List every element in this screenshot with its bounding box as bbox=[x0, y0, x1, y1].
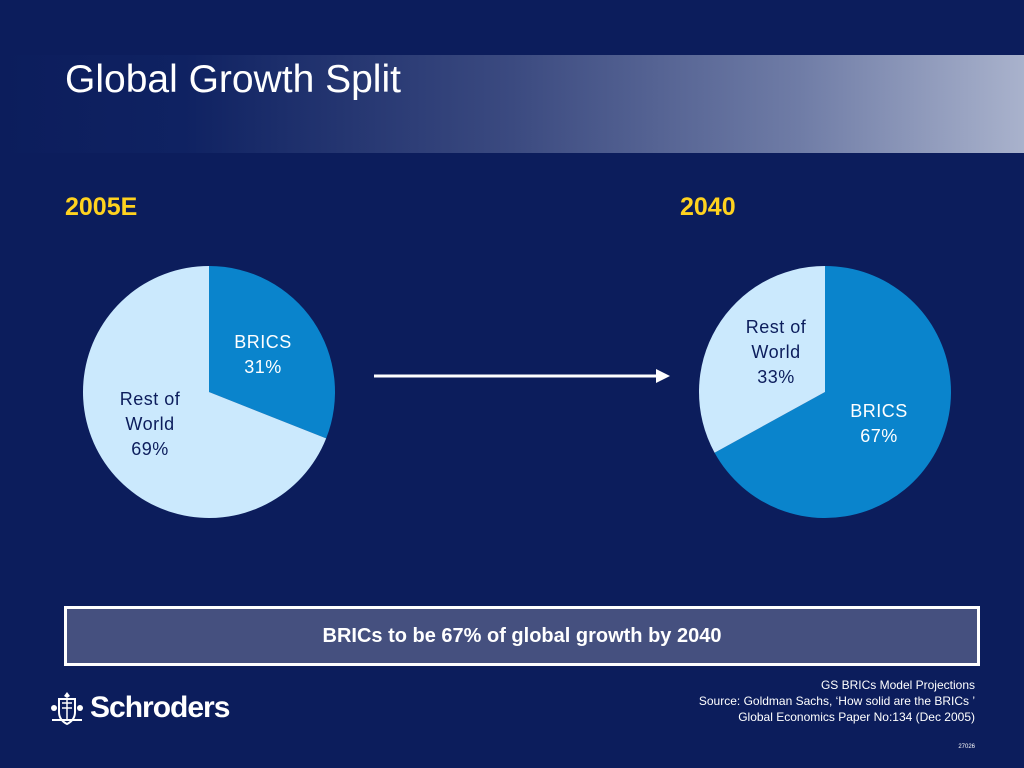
slice-label-line: BRICS bbox=[234, 332, 292, 352]
source-line: Global Economics Paper No:134 (Dec 2005) bbox=[738, 710, 975, 724]
schroders-logo: Schroders bbox=[50, 690, 230, 726]
slice-label-line: World bbox=[751, 342, 800, 362]
arrow-icon bbox=[374, 369, 670, 383]
slice-label-line: Rest of bbox=[746, 317, 807, 337]
slice-label-line: Rest of bbox=[120, 389, 181, 409]
pie-slice-brics bbox=[714, 266, 951, 518]
pie-slice-brics bbox=[209, 266, 335, 439]
slide-code: 27026 bbox=[958, 744, 975, 750]
slice-label: Rest of World 69% bbox=[120, 389, 181, 459]
slice-label-line: 33% bbox=[757, 367, 795, 387]
source-line: Source: Goldman Sachs, ‘How solid are th… bbox=[698, 694, 975, 708]
callout-text: BRICs to be 67% of global growth by 2040 bbox=[322, 624, 722, 647]
slice-label-line: 69% bbox=[131, 439, 169, 459]
slice-label-line: BRICS bbox=[850, 401, 908, 421]
slice-label-line: 67% bbox=[860, 426, 898, 446]
slice-label-line: 31% bbox=[244, 357, 282, 377]
callout-box: BRICs to be 67% of global growth by 2040 bbox=[64, 606, 980, 666]
logo-wordmark: Schroders bbox=[90, 691, 230, 724]
chart-title-2040: 2040 bbox=[680, 193, 736, 221]
title-band bbox=[0, 55, 1024, 153]
slice-label: BRICS 31% bbox=[234, 332, 292, 377]
slice-label: BRICS 67% bbox=[850, 401, 908, 446]
chart-title-2005: 2005E bbox=[65, 193, 138, 221]
pie-slice-rest-of-world bbox=[83, 266, 327, 518]
page-title: Global Growth Split bbox=[65, 58, 401, 101]
crest-icon bbox=[51, 692, 83, 726]
slice-label: Rest of World 33% bbox=[746, 317, 807, 387]
source-line: GS BRICs Model Projections bbox=[820, 678, 975, 692]
source-note: GS BRICs Model Projections Source: Goldm… bbox=[699, 677, 975, 725]
slice-label-line: World bbox=[125, 414, 174, 434]
pie-slice-rest-of-world bbox=[699, 266, 825, 453]
